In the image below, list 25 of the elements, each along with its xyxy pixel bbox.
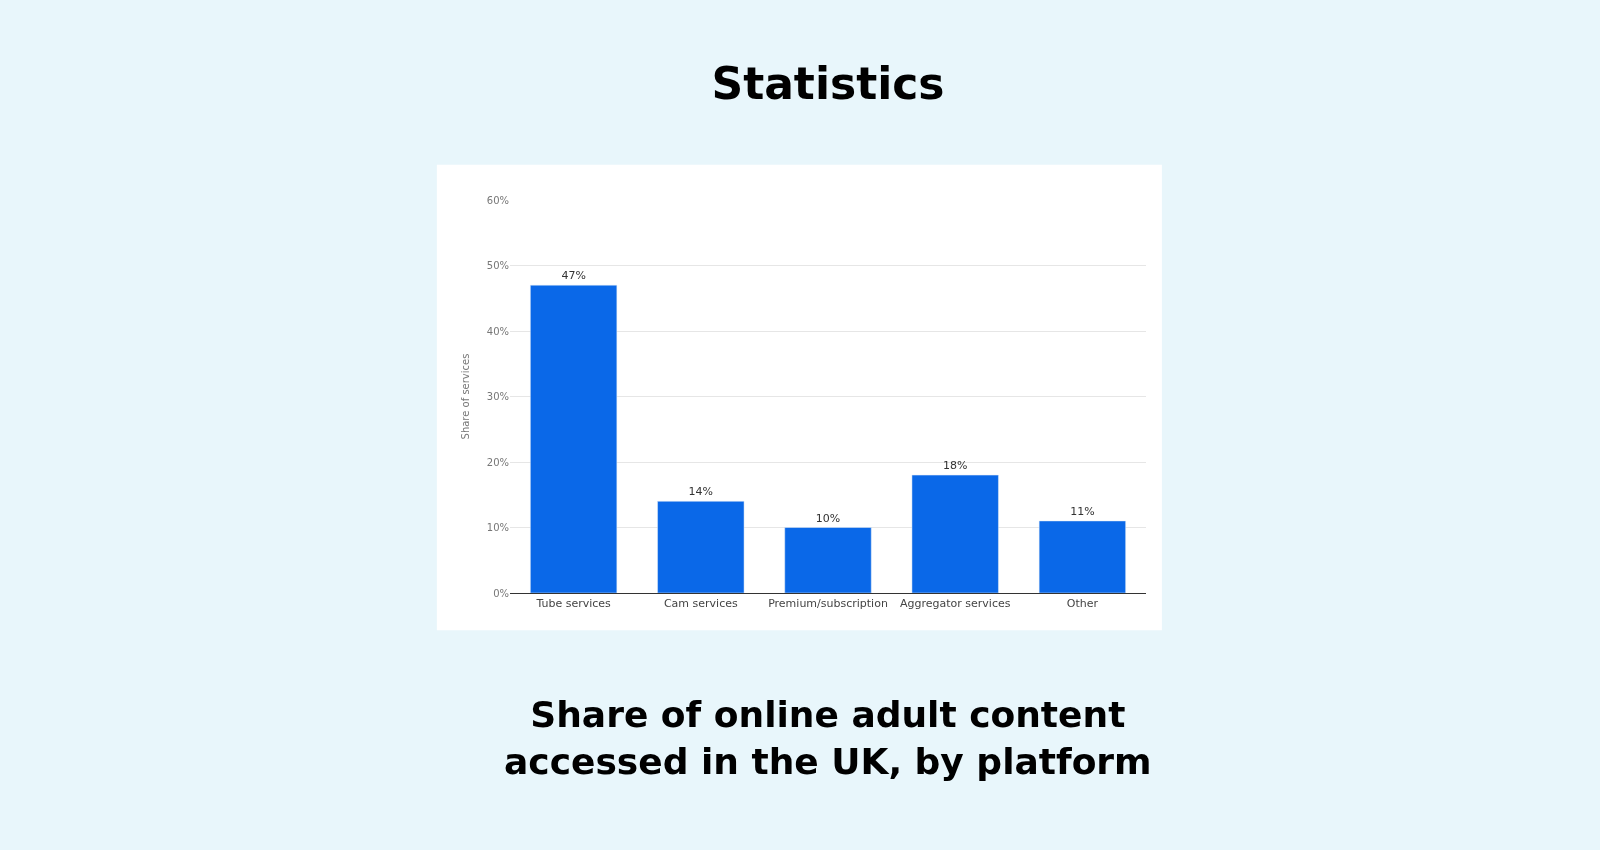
bar [530, 284, 618, 593]
x-tick-label: Premium/subscription [768, 597, 888, 611]
y-tick-label: 10% [486, 522, 509, 533]
data-label: 10% [815, 511, 841, 525]
x-tick-label: Tube services [535, 597, 612, 611]
data-label: 47% [561, 269, 586, 283]
bar [1038, 520, 1126, 593]
y-tick-label: 40% [486, 325, 509, 337]
y-tick-label: 0% [493, 587, 509, 599]
x-tick-label: Cam services [663, 597, 738, 611]
y-axis-title: Share of services [459, 353, 471, 440]
y-tick-label: 20% [486, 456, 509, 468]
bar [657, 501, 745, 593]
bar [784, 527, 872, 593]
x-tick-label: Other [1066, 597, 1099, 611]
y-tick-label: 30% [486, 391, 509, 402]
text: Share of online adult content accessed in the UK, by platform [504, 694, 1152, 782]
data-label: 11% [1070, 504, 1095, 518]
y-tick-label: 50% [486, 260, 509, 271]
data-label: 18% [942, 459, 968, 473]
x-tick-label: Aggregator services [899, 597, 1011, 611]
chart-title: Statistics [711, 58, 945, 110]
data-label: 14% [688, 485, 714, 499]
y-tick-label: 60% [486, 194, 509, 206]
bar [911, 474, 999, 593]
